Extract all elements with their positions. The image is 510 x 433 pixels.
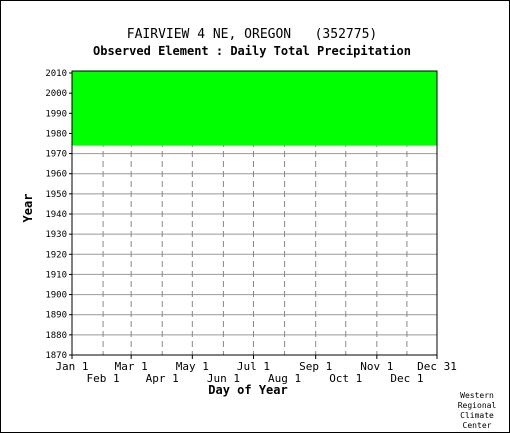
chart-title: FAIRVIEW 4 NE, OREGON (352775) <box>127 27 377 42</box>
y-tick-label: 1870 <box>45 351 67 361</box>
y-tick-label: 1910 <box>45 270 67 280</box>
credit-line-4: Center <box>463 421 492 430</box>
x-tick-label-lower: Oct 1 <box>329 372 362 385</box>
x-tick-label-upper: Mar 1 <box>115 360 148 373</box>
x-tick-label-lower: Apr 1 <box>146 372 179 385</box>
credit-line-1: Western <box>460 391 494 400</box>
x-tick-label-upper: Jan 1 <box>55 360 88 373</box>
y-tick-label: 1950 <box>45 190 67 200</box>
y-tick-label: 1900 <box>45 291 67 301</box>
y-tick-label: 1890 <box>45 311 67 321</box>
credit-block: Western Regional Climate Center <box>458 391 497 430</box>
credit-line-2: Regional <box>458 401 497 410</box>
y-tick-label: 1970 <box>45 150 67 160</box>
y-tick-label: 1990 <box>45 109 67 119</box>
plot-border <box>71 70 438 356</box>
x-tick-label-upper: May 1 <box>176 360 209 373</box>
data-band <box>72 71 437 146</box>
chart-subtitle: Observed Element : Daily Total Precipita… <box>93 44 411 58</box>
x-tick-label-lower: Dec 1 <box>390 372 423 385</box>
x-tick-label-lower: Feb 1 <box>87 372 120 385</box>
y-axis-label: Year <box>21 194 35 223</box>
y-tick-label: 1920 <box>45 250 67 260</box>
data-coverage <box>72 71 437 146</box>
y-tick-label: 1940 <box>45 210 67 220</box>
x-tick-label-upper: Nov 1 <box>360 360 393 373</box>
y-tick-label: 2010 <box>45 69 67 79</box>
x-axis-label: Day of Year <box>208 383 287 397</box>
y-tick-label: 1980 <box>45 129 67 139</box>
axes <box>69 70 438 359</box>
y-tick-label: 1880 <box>45 331 67 341</box>
x-tick-label-lower: Aug 1 <box>268 372 301 385</box>
x-tick-label-upper: Dec 31 <box>417 360 457 373</box>
x-tick-label-upper: Jul 1 <box>237 360 270 373</box>
credit-line-3: Climate <box>460 411 494 420</box>
y-tick-label: 1960 <box>45 170 67 180</box>
x-tick-labels: Jan 1 Mar 1 May 1 Jul 1 Sep 1 Nov 1 Dec 31 Feb … <box>55 360 456 385</box>
y-tick-labels: 2010 2000 1990 1980 1970 1960 1950 1940 1930 1920… <box>45 69 67 361</box>
y-tick-label: 1930 <box>45 230 67 240</box>
x-tick-label-lower: Jun 1 <box>207 372 240 385</box>
x-tick-label-upper: Sep 1 <box>299 360 332 373</box>
y-tick-label: 2000 <box>45 89 67 99</box>
